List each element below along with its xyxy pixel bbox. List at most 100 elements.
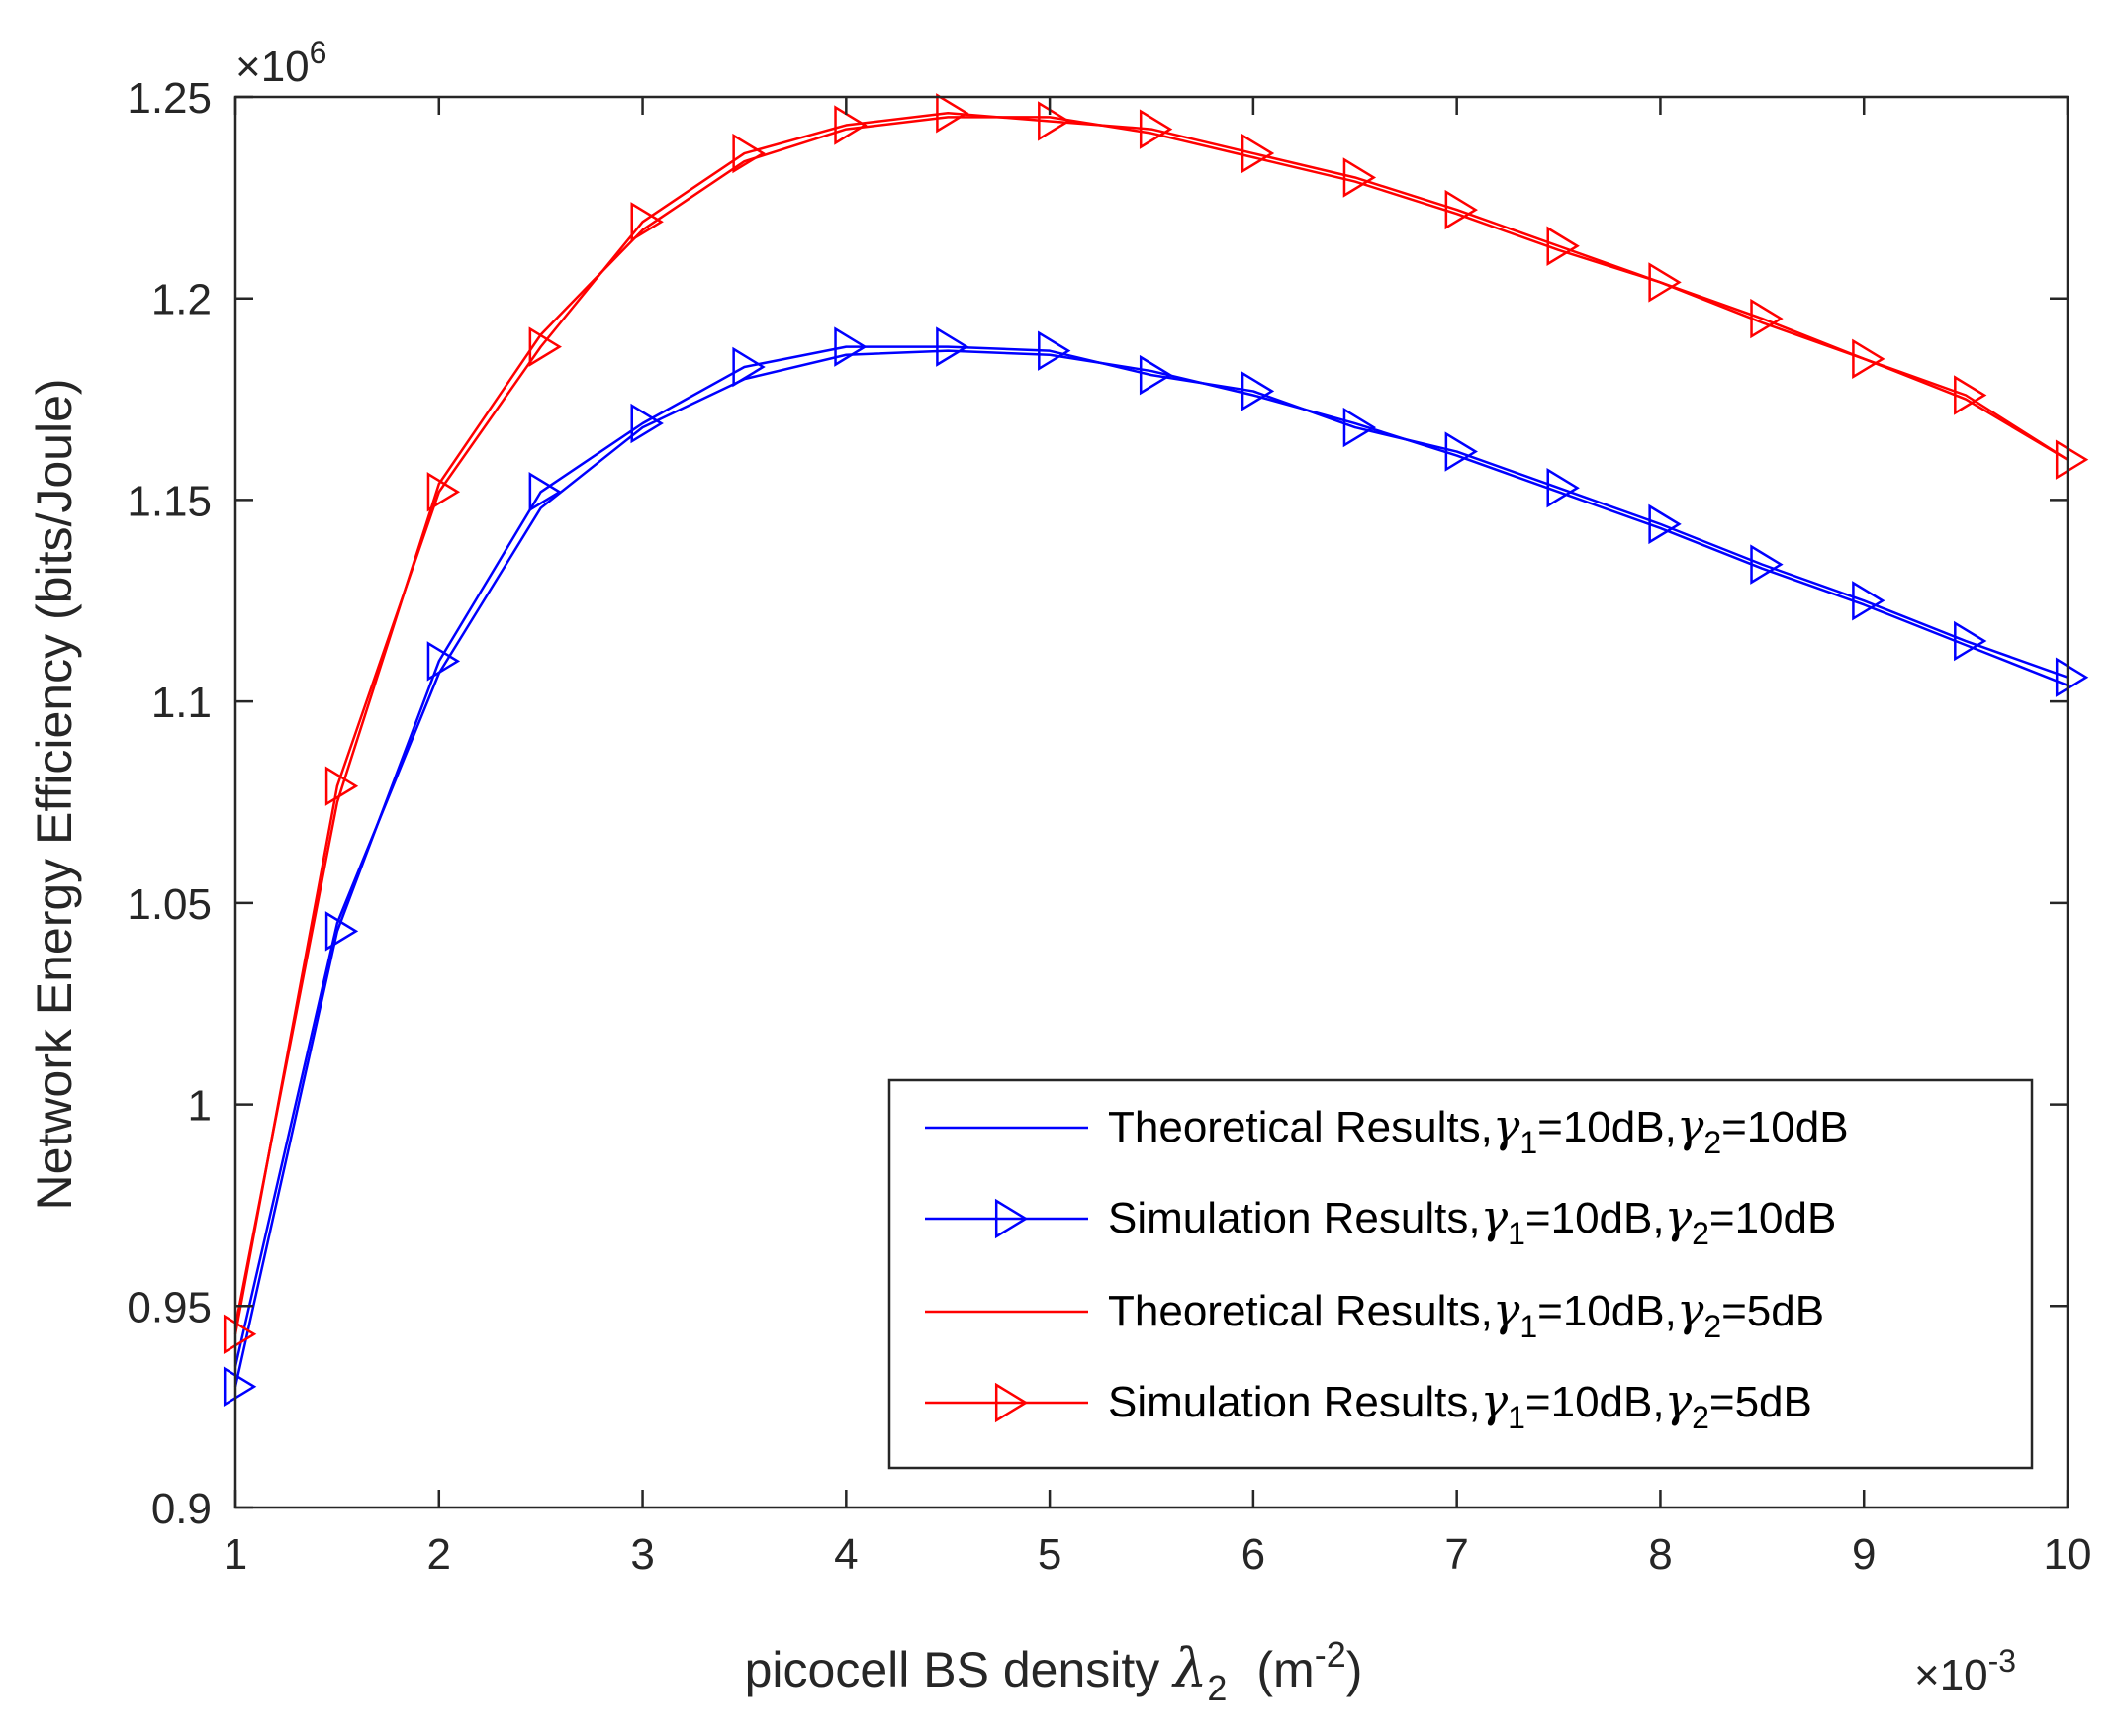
legend-label: Theoretical Results,γ1=10dB,γ2=5dB: [1108, 1283, 1824, 1344]
series-3-point: [1852, 338, 1885, 380]
legend: Theoretical Results,γ1=10dB,γ2=10dBSimul…: [887, 1078, 2034, 1470]
series-3-point: [223, 1314, 257, 1355]
series-1-point: [1241, 371, 1275, 411]
series-3-point: [1546, 226, 1580, 266]
legend-label-label: Theoretical Results,: [1108, 1287, 1493, 1335]
x-label-unit-open: (m: [1256, 1642, 1314, 1697]
y-tick-label: 1.05: [127, 880, 212, 929]
series-1-point: [1954, 620, 1987, 662]
y-exponent-power: 6: [310, 35, 327, 70]
x-tick-label: 9: [1852, 1530, 1876, 1579]
x-label-unit-close: ): [1346, 1642, 1363, 1697]
series-3-point: [732, 133, 766, 174]
x-label-text: picocell BS density: [745, 1642, 1174, 1697]
series-1-point: [732, 346, 766, 388]
series-3-point: [834, 105, 868, 145]
x-exponent-base: ×10: [1914, 1651, 1988, 1699]
series-1-point: [936, 326, 969, 367]
series-1-point: [2055, 657, 2089, 697]
series-3-point: [1750, 298, 1784, 339]
axes-box: [233, 95, 2069, 1509]
legend-label-mid: =10dB,: [1525, 1378, 1665, 1426]
legend-label-mid: =10dB,: [1525, 1194, 1665, 1242]
legend-label-end: =5dB: [1709, 1378, 1812, 1426]
legend-label-mid: =10dB,: [1537, 1103, 1677, 1151]
y-tick-label: 1.15: [127, 477, 212, 525]
series-line-3: [233, 112, 2069, 1335]
legend-label-s2sub: 2: [1692, 1216, 1709, 1251]
y-tick-label: 1.2: [151, 276, 212, 324]
x-label-unit-sup: -2: [1315, 1634, 1346, 1675]
x-axis-exponent: ×10-3: [1914, 1643, 2016, 1699]
series-3-point: [324, 766, 359, 806]
series-1-point: [528, 472, 562, 512]
x-tick-label: 7: [1444, 1530, 1468, 1579]
y-axis-exponent: ×106: [235, 35, 326, 91]
legend-label-s1: γ: [1481, 1190, 1509, 1243]
legend-label-s2: γ: [1665, 1190, 1693, 1243]
legend-label-label: Simulation Results,: [1108, 1194, 1481, 1242]
series-3-point: [426, 472, 461, 512]
series-1-point: [1139, 354, 1173, 396]
series-3-point: [1139, 109, 1173, 149]
legend-label-s2: γ: [1677, 1283, 1704, 1336]
x-tick-label: 6: [1241, 1530, 1265, 1579]
legend-label-end: =10dB: [1709, 1194, 1836, 1242]
x-tick-label: 5: [1038, 1530, 1061, 1579]
legend-label-s1sub: 1: [1508, 1216, 1525, 1251]
series-1-point: [630, 403, 664, 444]
legend-label: Simulation Results,γ1=10dB,γ2=5dB: [1108, 1374, 1812, 1435]
legend-swatch-marker: [994, 1198, 1029, 1239]
x-label-lambda-sub: 2: [1207, 1668, 1227, 1708]
series-1-point: [1648, 503, 1682, 545]
y-tick-label: 1: [188, 1082, 212, 1131]
legend-label: Simulation Results,γ1=10dB,γ2=10dB: [1108, 1190, 1836, 1251]
legend-label-s1: γ: [1493, 1099, 1520, 1152]
x-tick-label: 4: [834, 1530, 858, 1579]
series-1-point: [834, 326, 868, 367]
x-tick-label: 10: [2044, 1530, 2092, 1579]
series-3-point: [1038, 101, 1071, 141]
x-tick-label: 1: [224, 1530, 247, 1579]
series-3-point: [1954, 375, 1987, 415]
series-3-point: [1241, 133, 1275, 174]
legend-label-label: Theoretical Results,: [1108, 1103, 1493, 1151]
series-1-point: [1444, 431, 1478, 472]
series-1-point: [426, 641, 461, 682]
series-1-point: [1342, 407, 1377, 448]
series-1-point: [1546, 467, 1580, 508]
legend-label-s2sub: 2: [1703, 1309, 1721, 1344]
series-3-point: [2055, 439, 2089, 480]
series-1-point: [324, 911, 359, 952]
series-3-point: [1342, 157, 1377, 198]
plot-series: [223, 93, 2089, 1407]
legend-label-s2sub: 2: [1692, 1400, 1709, 1435]
legend-label-end: =5dB: [1721, 1287, 1824, 1335]
series-1-point: [1852, 581, 1885, 621]
legend-label-s2sub: 2: [1703, 1125, 1721, 1160]
series-3-point: [1444, 189, 1478, 230]
axis-ticks: 1 2 3 4 5 6 7 8 9 10 0.9 0.95 1 1.05 1.1 1.15 1.2 1.25: [127, 74, 2091, 1579]
x-tick-label: 2: [427, 1530, 451, 1579]
legend-label-s1sub: 1: [1508, 1400, 1525, 1435]
series-3-point: [528, 326, 562, 367]
legend-label-s1sub: 1: [1519, 1309, 1537, 1344]
y-tick-label: 0.9: [151, 1485, 212, 1533]
series-line-0: [233, 349, 2069, 1367]
legend-label-label: Simulation Results,: [1108, 1378, 1481, 1426]
legend-label-s2: γ: [1665, 1374, 1693, 1427]
series-line-1: [233, 345, 2069, 1388]
legend-label-s1: γ: [1481, 1374, 1509, 1427]
x-tick-label: 8: [1648, 1530, 1672, 1579]
legend-label: Theoretical Results,γ1=10dB,γ2=10dB: [1108, 1099, 1849, 1160]
y-exponent-base: ×10: [235, 43, 310, 91]
legend-label-mid: =10dB,: [1537, 1287, 1677, 1335]
series-1-point: [1038, 330, 1071, 371]
series-1-point: [1750, 544, 1784, 585]
y-axis-label: Network Energy Efficiency (bits/Joule): [27, 378, 82, 1210]
series-3-point: [1648, 262, 1682, 303]
series-3-point: [630, 202, 664, 242]
series-1-point: [223, 1366, 257, 1407]
